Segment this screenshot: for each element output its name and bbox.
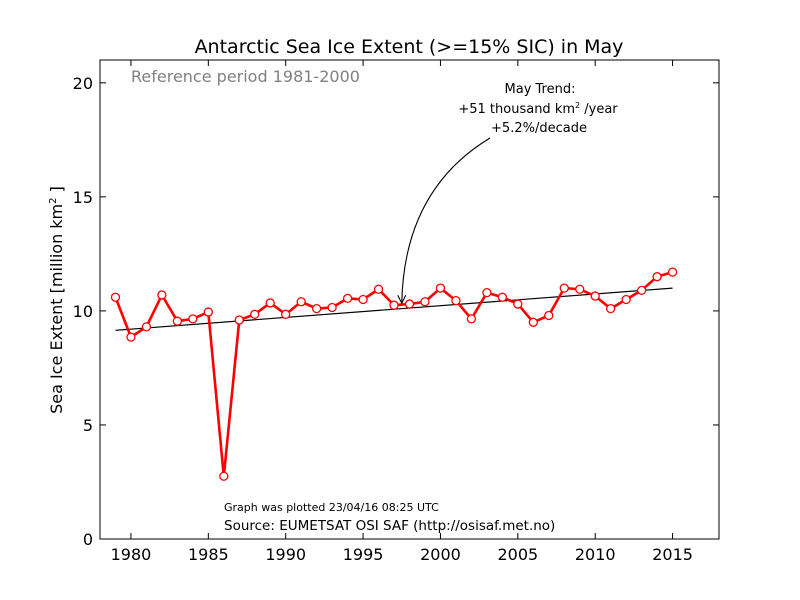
- annotation-arrow: [401, 137, 491, 304]
- data-point: [590, 291, 600, 301]
- data-point: [451, 295, 461, 306]
- data-point: [389, 300, 399, 310]
- x-tick-label: 2000: [420, 545, 461, 564]
- data-point: [250, 309, 260, 319]
- x-tick-label: 1990: [265, 545, 306, 564]
- data-point: [621, 294, 631, 305]
- data-point: [157, 290, 167, 300]
- data-point: [311, 303, 322, 314]
- x-axis: 1980 1985 1990 1995 2000 2005 2010 2015: [111, 60, 693, 564]
- y-axis: 0 5 10 15 20: [73, 74, 719, 549]
- annotation-line2: +51 thousand km2 /year: [458, 101, 618, 117]
- y-tick-label: 0: [83, 530, 93, 549]
- data-point: [373, 284, 384, 294]
- data-point: [172, 316, 183, 326]
- data-point: [404, 299, 415, 309]
- data-point: [141, 322, 152, 332]
- y-tick-label: 20: [73, 74, 93, 93]
- data-point: [358, 294, 368, 305]
- data-point: [606, 303, 616, 314]
- x-tick-label: 1985: [188, 545, 229, 564]
- annotation-arrowhead: [397, 294, 407, 305]
- data-point: [667, 267, 678, 277]
- plotted-note: Graph was plotted 23/04/16 08:25 UTC: [224, 501, 439, 514]
- data-point: [327, 302, 337, 313]
- data-point: [219, 471, 229, 481]
- data-point: [466, 314, 477, 324]
- reference-period-note: Reference period 1981-2000: [131, 67, 360, 86]
- y-tick-label: 10: [73, 302, 93, 321]
- data-points: [110, 267, 678, 481]
- data-point: [652, 272, 662, 282]
- data-point: [281, 309, 291, 319]
- data-point: [497, 292, 508, 302]
- y-axis-label: Sea Ice Extent [million km2 ]: [47, 186, 66, 414]
- source-note: Source: EUMETSAT OSI SAF (http://osisaf.…: [224, 518, 555, 534]
- data-point: [265, 298, 275, 308]
- y-tick-label: 5: [83, 416, 93, 435]
- x-tick-label: 2010: [575, 545, 616, 564]
- x-tick-label: 1995: [343, 545, 384, 564]
- y-tick-label: 15: [73, 188, 93, 207]
- x-tick-label: 1980: [111, 545, 152, 564]
- annotation-line1: May Trend:: [505, 82, 576, 97]
- data-point: [296, 297, 306, 307]
- data-point: [126, 332, 136, 342]
- data-point: [342, 293, 353, 304]
- data-point: [420, 297, 430, 307]
- data-point: [234, 315, 244, 325]
- data-point: [513, 299, 523, 309]
- data-point: [203, 307, 213, 317]
- data-point: [435, 283, 446, 293]
- data-point: [482, 288, 492, 298]
- data-point: [544, 310, 554, 321]
- x-tick-label: 2005: [497, 545, 538, 564]
- data-point: [636, 285, 647, 296]
- plot-area: [99, 59, 720, 540]
- x-tick-label: 2015: [652, 545, 693, 564]
- data-point: [110, 292, 121, 302]
- data-point: [575, 284, 585, 294]
- data-point: [188, 314, 198, 324]
- annotation-line3: +5.2%/decade: [491, 121, 587, 136]
- trend-annotation: May Trend: +51 thousand km2 /year +5.2%/…: [397, 82, 618, 305]
- data-point: [528, 317, 538, 327]
- data-point: [559, 283, 569, 293]
- chart-title: Antarctic Sea Ice Extent (>=15% SIC) in …: [195, 36, 624, 58]
